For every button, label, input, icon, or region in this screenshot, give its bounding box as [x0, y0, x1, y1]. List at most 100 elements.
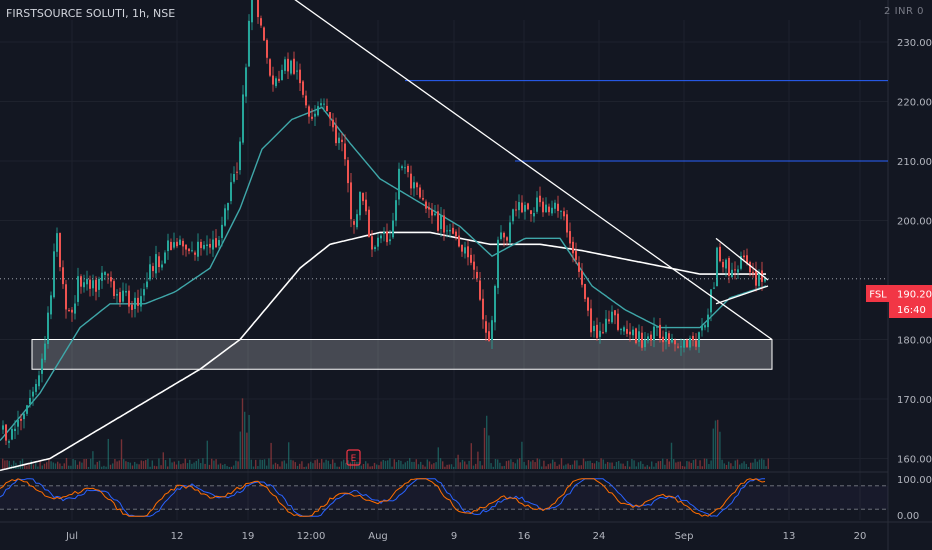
candle-body — [50, 295, 52, 315]
volume-bar — [74, 460, 76, 469]
volume-bar — [263, 459, 266, 469]
volume-bar — [277, 464, 279, 469]
candle-body — [308, 106, 310, 117]
volume-bar — [219, 463, 222, 469]
volume-bar — [530, 461, 532, 469]
candle-body — [584, 284, 586, 299]
volume-bar — [299, 463, 301, 469]
volume-bar — [767, 458, 769, 469]
candle-body — [116, 294, 118, 296]
candle-body — [257, 0, 259, 18]
volume-bar — [32, 464, 35, 469]
candle-body — [749, 262, 751, 273]
volume-bar — [556, 465, 558, 469]
candle-body — [446, 230, 448, 232]
volume-bar — [336, 466, 338, 469]
candle-body — [83, 282, 85, 288]
volume-bar — [371, 466, 373, 469]
candle-body — [302, 81, 304, 95]
volume-bar — [670, 442, 673, 469]
volume-bar — [444, 466, 446, 469]
candle-body — [596, 324, 598, 338]
volume-bar — [508, 460, 510, 469]
volume-bar — [406, 460, 409, 469]
candle-body — [761, 270, 763, 282]
volume-bar — [131, 465, 134, 469]
candle-body — [722, 261, 724, 268]
volume-bar — [659, 461, 662, 469]
volume-bar — [446, 464, 448, 469]
candle-body — [353, 221, 355, 225]
candle-body — [173, 242, 175, 248]
candle-body — [23, 413, 25, 420]
volume-bar — [688, 461, 690, 469]
candle-body — [641, 332, 643, 348]
volume-bar — [118, 460, 120, 469]
volume-bar — [492, 466, 494, 469]
candle-body — [686, 339, 688, 348]
volume-bar — [332, 459, 334, 469]
candle-body — [134, 297, 136, 310]
volume-bar — [211, 458, 213, 469]
candle-body — [545, 204, 547, 213]
volume-bar — [116, 461, 118, 469]
oscillator-band-fill — [0, 485, 888, 510]
candle-body — [566, 214, 568, 233]
volume-bar — [215, 459, 217, 469]
volume-bar — [92, 451, 94, 469]
volume-bar — [343, 459, 345, 469]
volume-bar — [609, 462, 611, 469]
volume-bar — [734, 460, 736, 469]
candle-body — [662, 336, 664, 343]
candle-body — [737, 269, 739, 273]
candle-body — [671, 338, 673, 343]
candle-body — [650, 334, 652, 341]
volume-bar — [41, 465, 43, 469]
volume-bar — [701, 466, 703, 469]
candle-body — [281, 69, 283, 80]
volume-bar — [305, 466, 307, 469]
volume-bar — [8, 460, 10, 469]
symbol-title[interactable]: FIRSTSOURCE SOLUTI, 1h, NSE — [6, 7, 176, 20]
volume-bar — [582, 458, 585, 469]
candle-body — [464, 247, 466, 254]
candle-body — [530, 210, 532, 215]
candle-body — [164, 252, 166, 264]
volume-bar — [193, 462, 195, 469]
candle-body — [74, 303, 76, 314]
candle-body — [620, 329, 622, 331]
candle-body — [53, 251, 55, 298]
volume-bar — [202, 458, 204, 469]
candle-body — [605, 318, 607, 332]
volume-bar — [549, 463, 552, 469]
volume-bar — [274, 462, 277, 469]
currency-label[interactable]: 2 INR 0 — [884, 6, 924, 17]
x-tick-label: Jul — [65, 531, 78, 542]
candle-body — [167, 240, 169, 252]
volume-bar — [384, 460, 387, 469]
candle-body — [701, 325, 703, 331]
oscillator-tick-label: 100.00 — [897, 475, 932, 486]
trendline — [294, 0, 773, 341]
volume-bar — [541, 466, 543, 469]
candle-body — [2, 425, 4, 430]
volume-bar — [626, 460, 629, 469]
volume-bar — [200, 463, 202, 469]
candle-body — [113, 281, 115, 296]
candle-body — [350, 182, 352, 220]
volume-bar — [6, 460, 8, 469]
candle-body — [221, 224, 223, 238]
candle-body — [422, 198, 424, 200]
candle-body — [263, 27, 265, 41]
candle-body — [314, 113, 316, 117]
candle-body — [395, 200, 397, 221]
volume-bar — [250, 459, 252, 469]
candle-body — [539, 195, 541, 203]
volume-bar — [241, 398, 244, 469]
volume-bar — [257, 466, 259, 469]
volume-bar — [162, 452, 164, 469]
candle-body — [425, 201, 427, 209]
candle-body — [707, 314, 709, 328]
